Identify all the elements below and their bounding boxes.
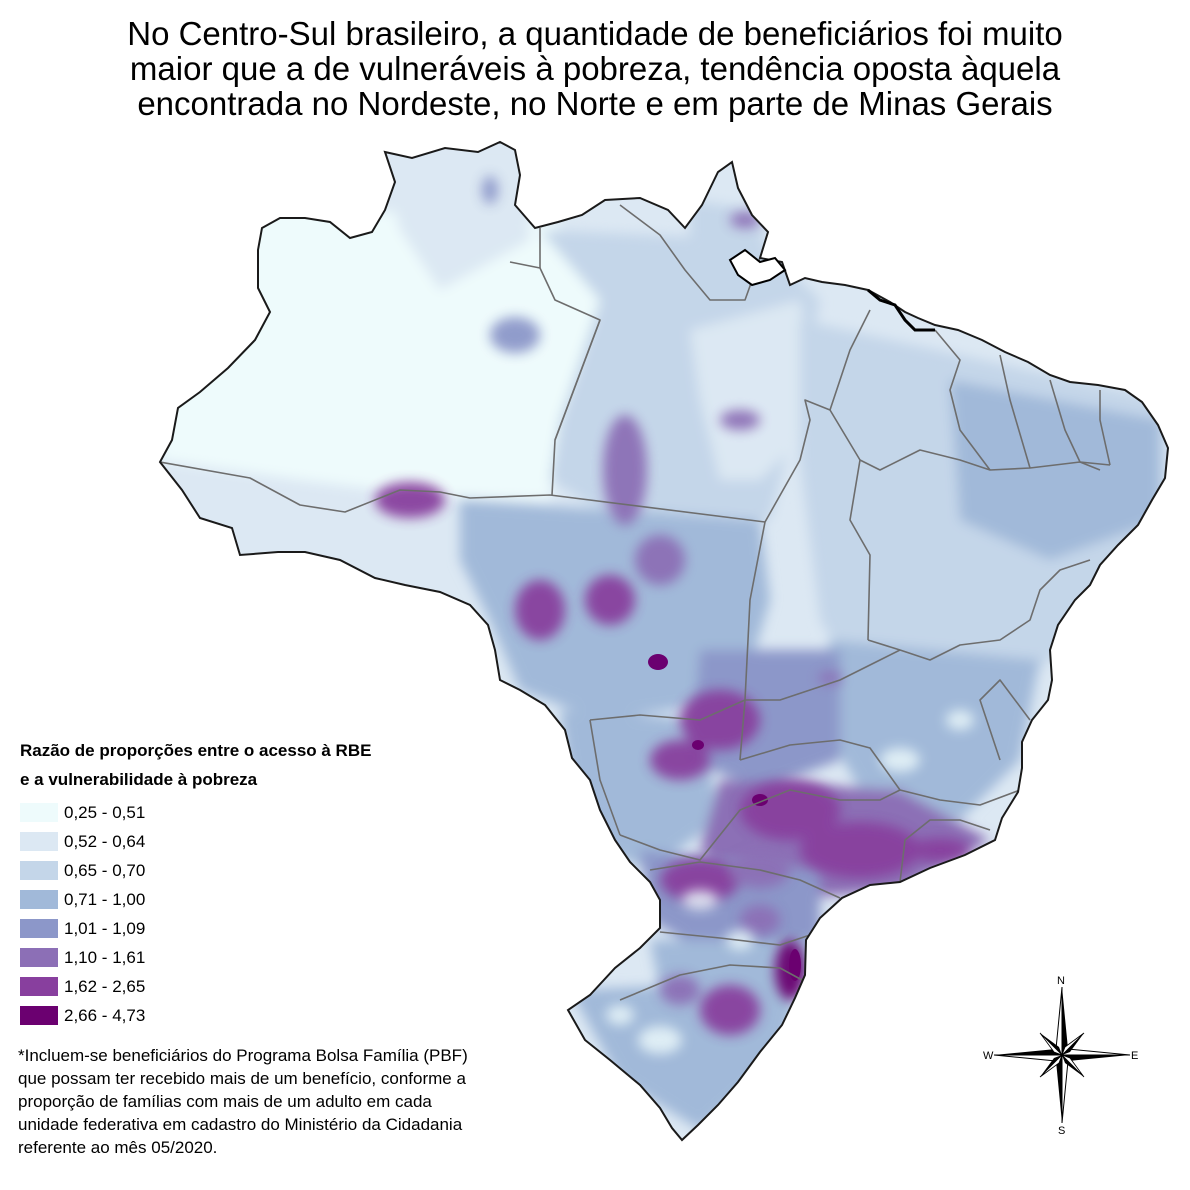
legend-title-line-2: e a vulnerabilidade à pobreza bbox=[20, 770, 258, 789]
legend-swatch bbox=[20, 832, 58, 851]
legend-swatch bbox=[20, 890, 58, 909]
legend-item: 0,65 - 0,70 bbox=[20, 856, 371, 885]
legend-item: 1,01 - 1,09 bbox=[20, 914, 371, 943]
legend-swatch bbox=[20, 919, 58, 938]
legend-label: 1,10 - 1,61 bbox=[64, 947, 146, 967]
legend-label: 2,66 - 4,73 bbox=[64, 1005, 146, 1025]
footnote-line-4: unidade federativa em cadastro do Minist… bbox=[18, 1115, 463, 1134]
legend-title-line-1: Razão de proporções entre o acesso à RBE bbox=[20, 741, 372, 760]
title-line-1: No Centro-Sul brasileiro, a quantidade d… bbox=[127, 15, 1063, 52]
legend-swatch bbox=[20, 803, 58, 822]
footnote: *Incluem-se beneficiários do Programa Bo… bbox=[18, 1044, 558, 1159]
title-line-3: encontrada no Nordeste, no Norte e em pa… bbox=[137, 85, 1053, 122]
title-line-2: maior que a de vulneráveis à pobreza, te… bbox=[129, 50, 1061, 87]
legend-swatch bbox=[20, 861, 58, 880]
compass-east-label: E bbox=[1131, 1050, 1139, 1062]
compass-rose-icon bbox=[993, 986, 1131, 1124]
footnote-line-3: proporção de famílias com mais de um adu… bbox=[18, 1092, 432, 1111]
legend-label: 0,52 - 0,64 bbox=[64, 831, 146, 851]
legend-item: 2,66 - 4,73 bbox=[20, 1001, 371, 1030]
legend-label: 0,71 - 1,00 bbox=[64, 889, 146, 909]
legend-label: 1,01 - 1,09 bbox=[64, 918, 146, 938]
compass-south-label: S bbox=[1058, 1125, 1066, 1137]
compass-north-label: N bbox=[1057, 975, 1065, 987]
legend-swatch bbox=[20, 977, 58, 996]
legend-swatch bbox=[20, 1006, 58, 1025]
footnote-line-2: que possam ter recebido mais de um benef… bbox=[18, 1069, 466, 1088]
legend-item: 0,71 - 1,00 bbox=[20, 885, 371, 914]
footnote-line-1: *Incluem-se beneficiários do Programa Bo… bbox=[18, 1046, 468, 1065]
legend-label: 0,25 - 0,51 bbox=[64, 802, 146, 822]
legend-swatch bbox=[20, 948, 58, 967]
legend-item: 1,10 - 1,61 bbox=[20, 943, 371, 972]
legend-item: 0,25 - 0,51 bbox=[20, 798, 371, 827]
legend-label: 0,65 - 0,70 bbox=[64, 860, 146, 880]
map-title: No Centro-Sul brasileiro, a quantidade d… bbox=[0, 16, 1190, 121]
footnote-line-5: referente ao mês 05/2020. bbox=[18, 1138, 218, 1157]
legend-item: 0,52 - 0,64 bbox=[20, 827, 371, 856]
compass-west-label: W bbox=[983, 1050, 994, 1062]
legend-item: 1,62 - 2,65 bbox=[20, 972, 371, 1001]
legend-items: 0,25 - 0,51 0,52 - 0,64 0,65 - 0,70 0,71 - … bbox=[20, 798, 371, 1030]
legend-label: 1,62 - 2,65 bbox=[64, 976, 146, 996]
map-legend: Razão de proporções entre o acesso à RBE… bbox=[20, 736, 371, 1030]
